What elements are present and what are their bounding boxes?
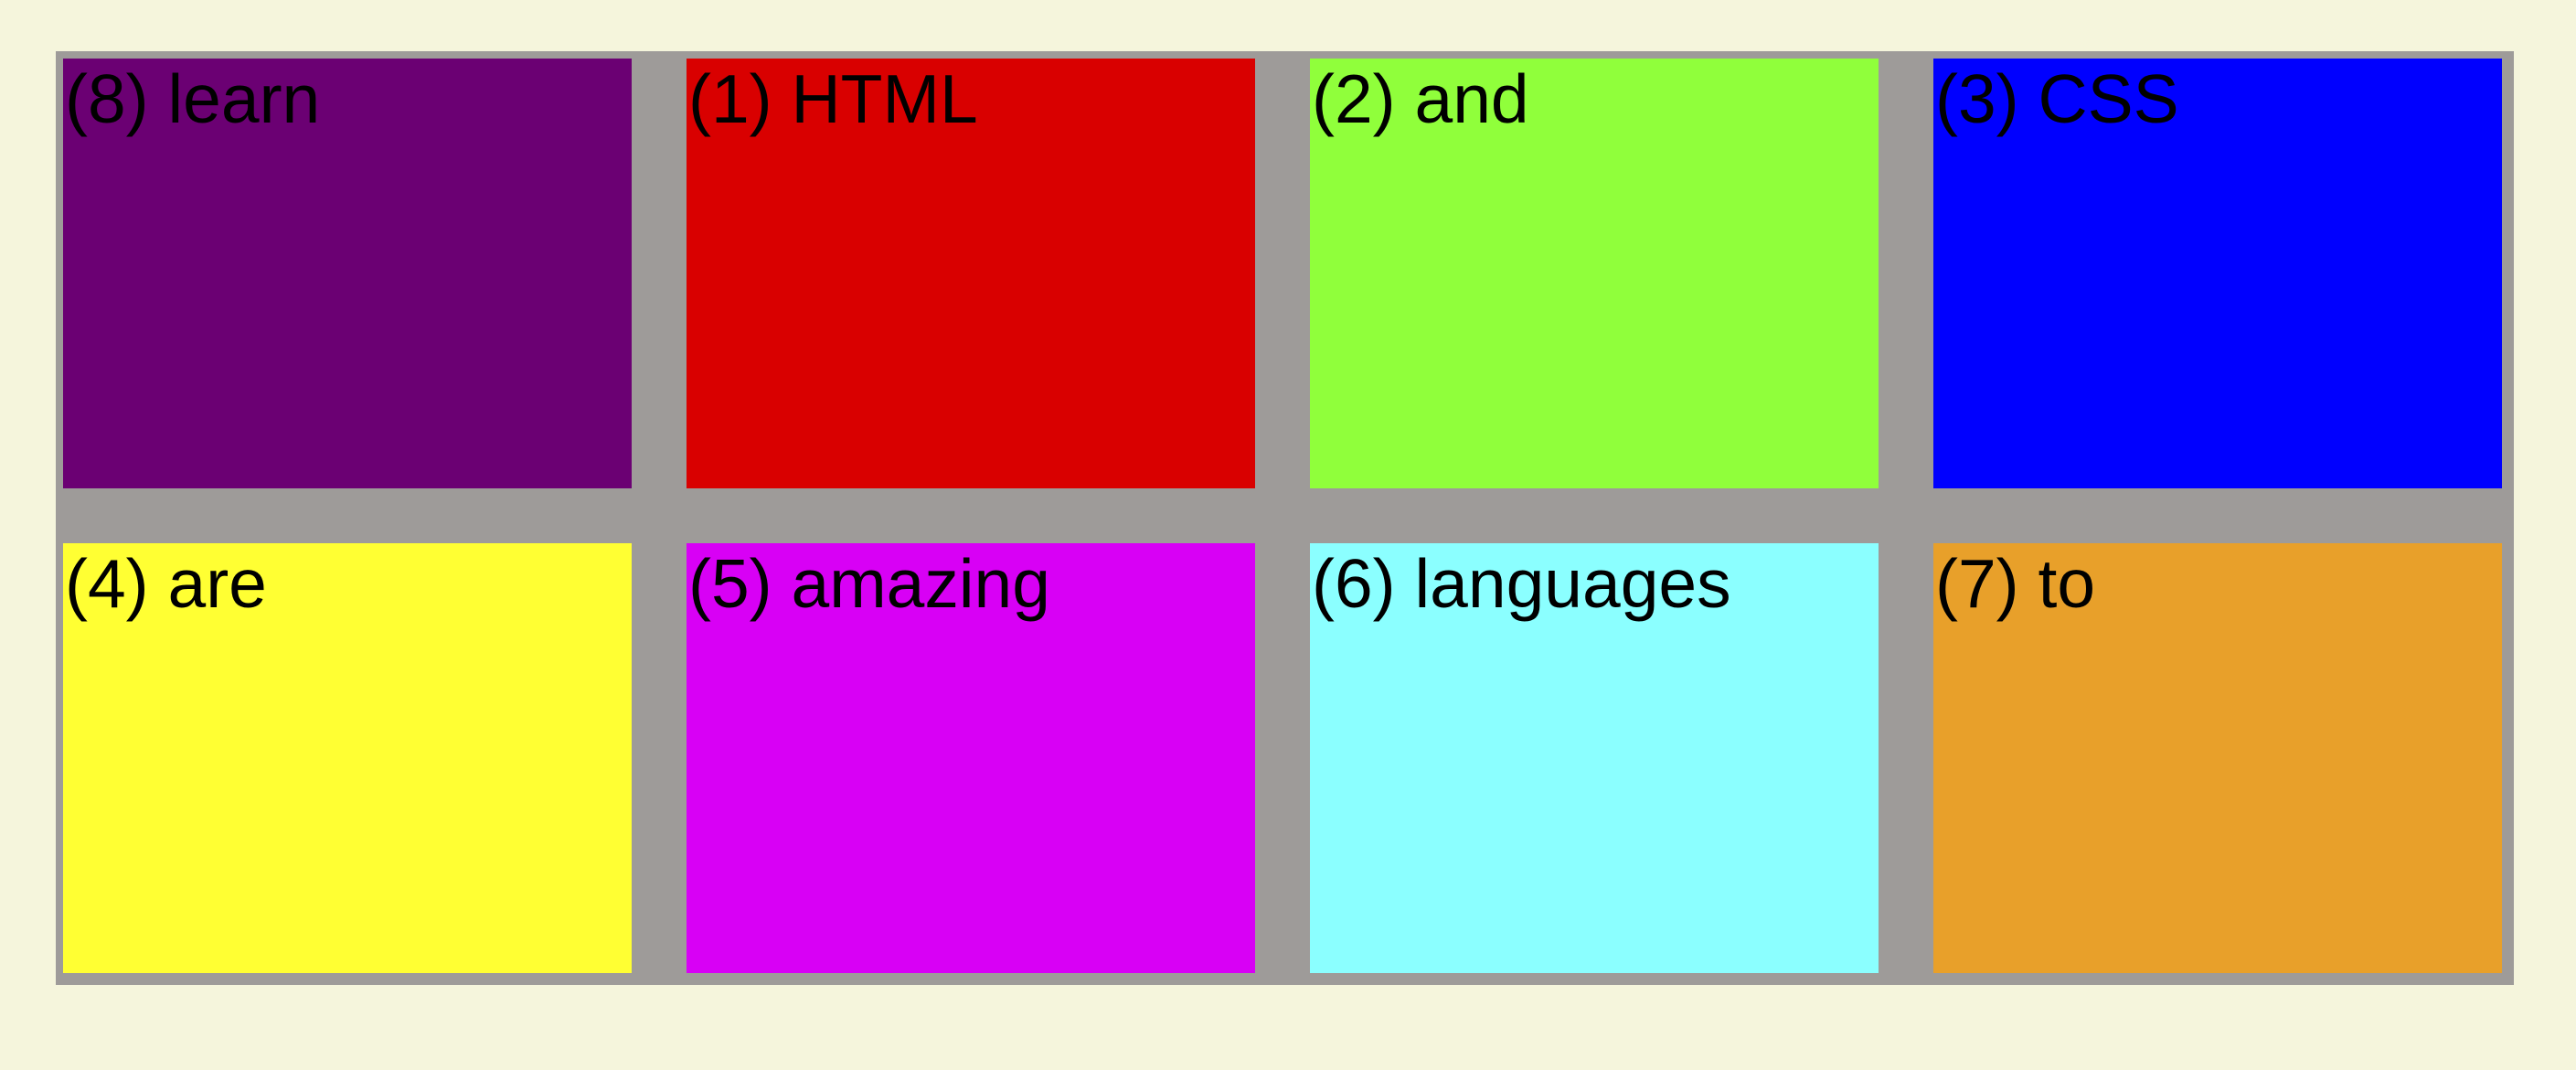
- grid-item-learn: (8) learn: [63, 59, 632, 488]
- grid-item-to: (7) to: [1933, 543, 2502, 973]
- grid-item-languages: (6) languages: [1310, 543, 1879, 973]
- grid-item-amazing: (5) amazing: [687, 543, 1255, 973]
- grid-item-and: (2) and: [1310, 59, 1879, 488]
- grid-container: (8) learn (1) HTML (2) and (3) CSS (4) a…: [56, 51, 2514, 985]
- grid-item-are: (4) are: [63, 543, 632, 973]
- grid-item-html: (1) HTML: [687, 59, 1255, 488]
- grid-item-css: (3) CSS: [1933, 59, 2502, 488]
